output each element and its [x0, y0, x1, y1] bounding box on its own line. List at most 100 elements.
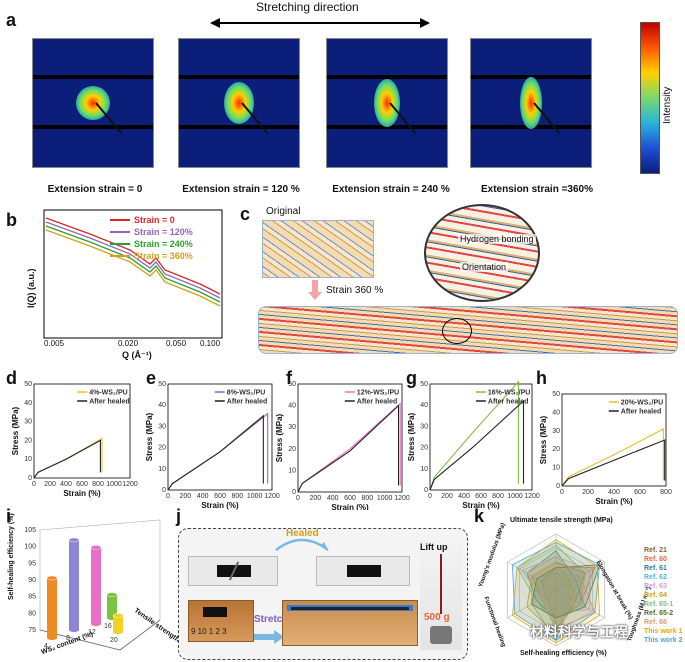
- ytick-d-3: 30: [24, 419, 32, 426]
- radar-poly-9: [511, 539, 601, 644]
- caption-strain-360: Extension strain =360%: [481, 184, 593, 195]
- original-label: Original: [266, 206, 301, 217]
- radar-legend: Ref. 21 Ref. 60 Ref. 61 Ref. 62 Ref. 63 Ref. …: [644, 546, 685, 645]
- ytick-f-5: 50: [288, 381, 296, 388]
- tensile-line-h-0: [561, 428, 664, 487]
- tensile-line-e-1: [167, 414, 264, 491]
- ytick-e-5: 50: [158, 381, 166, 388]
- ytick-h-3: 30: [552, 428, 560, 435]
- ytick-e-3: 30: [158, 423, 166, 430]
- bar-label-12: 12: [88, 629, 96, 636]
- radar-legend-item-2: Ref. 61: [644, 565, 667, 572]
- saxs-tick-2: 0.050: [166, 339, 187, 348]
- original-network-sample: [262, 220, 374, 278]
- panel-label-k: k: [474, 506, 485, 526]
- bar-ztick-1: 80: [28, 610, 36, 617]
- ytick-g-2: 20: [420, 445, 428, 452]
- bar-20: 20: [110, 613, 124, 644]
- ytick-e-2: 20: [158, 445, 166, 452]
- xtick-e-4: 800: [231, 493, 243, 500]
- stretching-direction-label: Stretching direction: [256, 0, 359, 14]
- radar-chart: [507, 533, 605, 647]
- bar-zlabel: Self-healing efficiency (%): [8, 513, 15, 600]
- ytick-g-5: 50: [420, 381, 428, 388]
- tensile-line-g-1: [429, 399, 525, 491]
- xtick-d-0: 0: [32, 481, 36, 488]
- lift-photo: [420, 540, 462, 650]
- panel-label-e: e: [146, 368, 157, 388]
- ytick-f-3: 30: [288, 424, 296, 431]
- legend-healed-h: After healed: [621, 409, 661, 416]
- ytick-d-1: 10: [24, 456, 32, 463]
- xtick-e-5: 1000: [247, 493, 263, 500]
- bar-body-20: [113, 615, 123, 632]
- xtick-g-5: 1000: [507, 493, 523, 500]
- legend-healed-e: After healed: [227, 399, 267, 406]
- tensile-chart-e: 0 10 20 30 40 50 0 200 400 600 800 1000 1200 Strain (…: [145, 381, 280, 510]
- self-healing-bar-chart: 75 80 85 90 95 100 105 4 8 12 16 20: [24, 519, 161, 651]
- ytick-e-0: 0: [162, 487, 166, 494]
- xtick-h-4: 800: [660, 489, 672, 496]
- cut-sample-photo: [188, 556, 278, 586]
- bar-label-8: 8: [66, 635, 70, 642]
- ytick-f-4: 40: [288, 403, 296, 410]
- bar-top-16: [106, 592, 118, 597]
- xlabel-g: Strain (%): [462, 501, 500, 510]
- xtick-e-3: 600: [214, 493, 226, 500]
- zoom-circle-small: [442, 318, 472, 344]
- panel-label-c: c: [240, 204, 251, 224]
- ytick-g-4: 40: [420, 402, 428, 409]
- xtick-f-3: 600: [344, 495, 356, 502]
- legend-strain-240: Strain = 240%: [134, 239, 193, 249]
- legend-text-g: 16%-WS₂/PU: [488, 390, 530, 397]
- caption-strain-120: Extension strain = 120 %: [182, 184, 300, 195]
- xtick-f-0: 0: [296, 495, 300, 502]
- radar-legend-item-8: Ref. 66: [644, 619, 667, 626]
- ylabel-e: Stress (MPa): [145, 412, 154, 461]
- xtick-f-5: 1000: [377, 495, 393, 502]
- ytick-g-1: 10: [420, 466, 428, 473]
- caption-strain-240: Extension strain = 240 %: [332, 184, 450, 195]
- xtick-g-4: 800: [492, 493, 504, 500]
- tensile-frame-h: [561, 393, 667, 487]
- radar-axis-selfheal: Self-healing efficiency (%): [520, 650, 607, 657]
- ruler-photo-small: 9 10 1 2 3: [188, 600, 254, 642]
- xtick-e-6: 1200: [264, 493, 280, 500]
- panel-label-j: j: [176, 506, 182, 526]
- radar-legend-item-6: Ref. 65-1: [644, 601, 674, 608]
- legend-strain-0: Strain = 0: [134, 215, 175, 225]
- caption-strain-0: Extension strain = 0: [47, 184, 143, 195]
- bar-bottom-20: [113, 630, 123, 634]
- ytick-h-4: 40: [552, 409, 560, 416]
- saxs-pattern-360: [470, 38, 592, 168]
- saxs-pattern-0: [32, 38, 154, 168]
- stretch-arrow: [254, 630, 284, 644]
- radar-legend-item-10: This work 2: [644, 637, 683, 644]
- stretch-label: Stretch: [254, 614, 289, 625]
- strain-arrow: [308, 280, 322, 300]
- bar-ztick-5: 100: [24, 544, 36, 551]
- radar-legend-item-1: Ref. 60: [644, 556, 667, 563]
- xtick-d-6: 1200: [122, 481, 138, 488]
- radar-legend-item-7: Ref. 65-2: [644, 610, 674, 617]
- bar-4: 4: [44, 575, 58, 650]
- panel-label-i: i: [6, 506, 12, 526]
- panel-label-b: b: [6, 210, 17, 230]
- panel-label-h: h: [536, 368, 547, 388]
- ytick-e-4: 40: [158, 402, 166, 409]
- bar-body-16: [107, 594, 117, 618]
- ylabel-f: Stress (MPa): [275, 413, 284, 462]
- legend-text-e: 8%-WS₂/PU: [227, 390, 266, 397]
- xtick-h-2: 400: [608, 489, 620, 496]
- saxs-ylabel: I(Q) (a.u.): [26, 268, 36, 309]
- ytick-d-5: 50: [24, 381, 32, 388]
- radar-legend-item-3: Ref. 62: [644, 574, 667, 581]
- bar-top-8: [68, 537, 80, 543]
- saxs-pattern-120: [178, 38, 300, 168]
- bar-label-16: 16: [104, 623, 112, 630]
- strain-360-label: Strain 360 %: [326, 285, 384, 296]
- radar-axis-uts: Ultimate tensile strength (MPa): [510, 517, 613, 524]
- xlabel-h: Strain (%): [595, 497, 633, 506]
- radar-poly-8: [526, 555, 596, 630]
